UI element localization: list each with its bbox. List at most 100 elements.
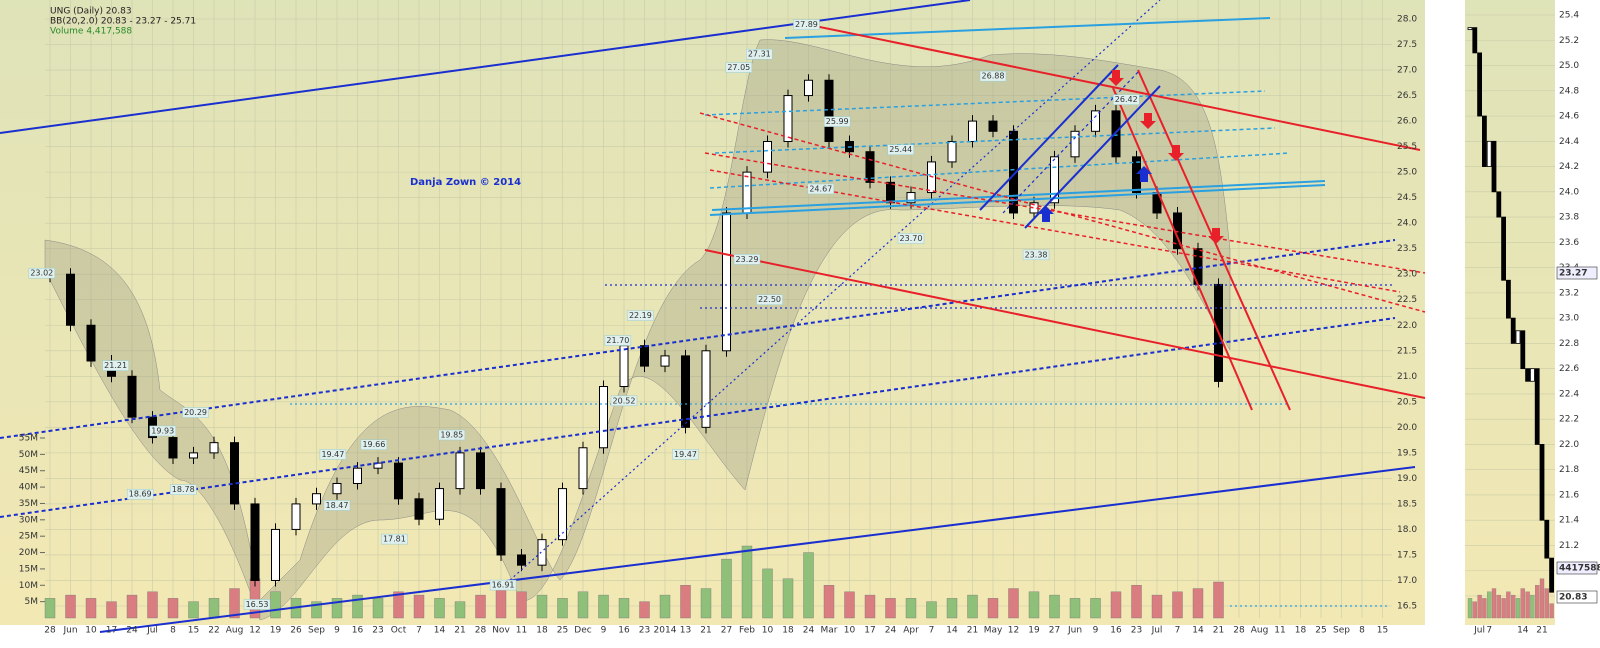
trend-line [809, 24, 1421, 151]
y-tick-label: 28.0 [1397, 15, 1417, 25]
annotation: 24.67 [809, 184, 832, 193]
volume-bar [85, 598, 97, 619]
arrow-down [1208, 228, 1224, 244]
side-x-tick-label: Jul [1473, 626, 1485, 636]
annotation-bg [725, 62, 753, 73]
arrow-up [1136, 166, 1152, 182]
annotation: 19.85 [440, 431, 463, 440]
side-volume-bar [1496, 594, 1501, 619]
annotation-bg [823, 116, 851, 127]
volume-bar [454, 601, 466, 619]
y-tick-label: 19.5 [1397, 448, 1417, 458]
volume-bar [106, 601, 117, 619]
x-tick-label: 28 [44, 626, 56, 636]
side-candle [1501, 216, 1506, 281]
x-tick-label: 27 [721, 626, 732, 636]
volume-bar [1069, 598, 1081, 619]
candle [988, 120, 998, 132]
side-candle [1525, 368, 1530, 382]
price-tag: 23.27 [1559, 269, 1587, 279]
y-tick-label: 26.5 [1397, 91, 1417, 101]
price-tag-bg [1556, 590, 1598, 604]
side-y-tick-label: 23.2 [1559, 288, 1579, 298]
side-y-tick-label: 21.2 [1559, 541, 1579, 551]
candle [1111, 110, 1121, 158]
y-tick-label: 22.5 [1397, 295, 1417, 305]
trend-line [711, 180, 1326, 211]
annotation: 19.47 [321, 450, 344, 459]
x-tick-label: Jul [146, 626, 158, 636]
plot-bg [0, 0, 1425, 625]
x-tick-label: 14 [434, 626, 446, 636]
volume-bar [126, 594, 138, 619]
annotation-bg [610, 395, 638, 407]
volume-bar [1110, 591, 1122, 619]
volume-bar [1028, 591, 1040, 619]
annotation-bg [323, 500, 351, 511]
side-y-tick-label: 24.8 [1559, 86, 1579, 96]
volume-bar [967, 594, 978, 619]
candle [476, 452, 485, 490]
annotation: 23.02 [30, 269, 53, 278]
x-tick-label: 25 [557, 626, 568, 636]
volume-bar [1131, 585, 1142, 619]
y2-tick-label: 45M [19, 466, 38, 476]
chart-subtitle: BB(20,2.0) 20.83 - 23.27 - 25.71 [50, 17, 196, 27]
candle [537, 539, 547, 566]
arrow-down [1168, 145, 1184, 161]
volume-bar [434, 598, 445, 619]
candle [209, 442, 219, 454]
volume-bar [495, 588, 507, 619]
side-volume-bar [1525, 591, 1530, 619]
annotation: 26.88 [982, 72, 1005, 81]
side-y-tick-label: 25.0 [1559, 61, 1579, 71]
volume-bar [946, 598, 958, 619]
x-tick-label: 18 [1295, 626, 1307, 636]
candle [722, 212, 731, 352]
x-tick-label: 13 [680, 626, 691, 636]
candle [886, 181, 895, 204]
side-candle [1510, 317, 1516, 344]
volume-bar [864, 594, 876, 619]
annotation: 17.81 [383, 535, 406, 544]
candle [414, 498, 424, 520]
y-tick-label: 21.0 [1397, 372, 1417, 382]
y-tick-label: 27.5 [1397, 40, 1417, 50]
arrow-down [1140, 113, 1156, 129]
annotation: 20.52 [613, 396, 636, 405]
candle [127, 375, 137, 418]
volume-bar [44, 598, 56, 619]
candle [455, 452, 465, 490]
side-volume-bar [1515, 598, 1521, 619]
side-y-tick-label: 21.4 [1559, 516, 1579, 526]
candle [865, 151, 875, 183]
volume-bar [188, 601, 199, 619]
chart-title: UNG (Daily) 20.83 [50, 7, 132, 17]
trend-line [509, 0, 1161, 581]
trend-line [709, 169, 1401, 293]
x-tick-label: 16 [1110, 626, 1122, 636]
side-y-tick-label: 23.0 [1559, 314, 1579, 324]
trend-line [0, 239, 1396, 439]
candle [291, 503, 301, 530]
arrow-up [1038, 206, 1054, 222]
x-tick-label: 16 [618, 626, 630, 636]
side-x-tick-label: 21 [1536, 626, 1547, 636]
volume-bar [885, 598, 896, 619]
y-tick-label: 19.0 [1397, 474, 1417, 484]
annotation: 22.19 [629, 311, 652, 320]
volume-bar [987, 598, 999, 619]
y-tick-label: 25.0 [1397, 168, 1417, 178]
annotation: 25.99 [826, 117, 849, 126]
candle [66, 273, 75, 326]
y2-tick-label: 50M [19, 450, 38, 460]
x-tick-label: 11 [516, 626, 527, 636]
trend-line [714, 127, 1276, 154]
x-tick-label: 7 [416, 626, 422, 636]
x-tick-label: 10 [85, 626, 97, 636]
x-tick-label: 14 [1192, 626, 1204, 636]
x-tick-label: 22 [208, 626, 219, 636]
side-volume-bar [1535, 585, 1540, 619]
candle [332, 482, 342, 495]
x-tick-label: 15 [1377, 626, 1388, 636]
